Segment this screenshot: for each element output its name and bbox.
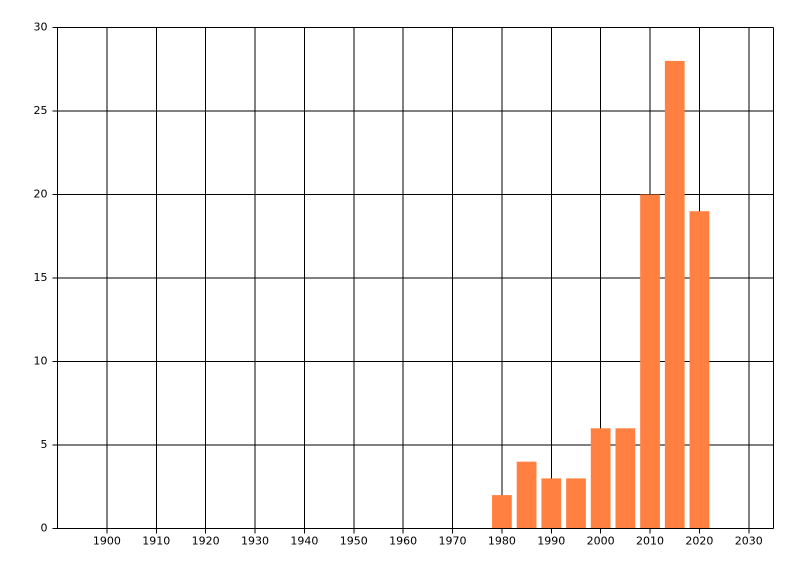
x-tick-label: 1990 xyxy=(537,535,565,548)
x-tick-label: 2000 xyxy=(587,535,615,548)
y-tick-label: 20 xyxy=(34,188,48,201)
x-tick-label: 1940 xyxy=(290,535,318,548)
y-tick-label: 30 xyxy=(34,21,48,34)
x-tick-label: 1930 xyxy=(241,535,269,548)
x-tick-label: 2020 xyxy=(685,535,713,548)
x-tick-label: 1960 xyxy=(389,535,417,548)
bar xyxy=(590,428,611,529)
bar xyxy=(615,428,636,529)
x-tick-label: 1950 xyxy=(340,535,368,548)
x-tick-label: 1970 xyxy=(439,535,467,548)
x-tick-label: 1920 xyxy=(192,535,220,548)
y-tick-label: 5 xyxy=(41,438,48,451)
y-tick-label: 25 xyxy=(34,104,48,117)
y-tick-label: 0 xyxy=(41,522,48,535)
bar xyxy=(492,495,512,529)
x-tick-label: 2030 xyxy=(735,535,763,548)
y-tick-label: 10 xyxy=(34,355,48,368)
y-tick-label: 15 xyxy=(34,271,48,284)
bar xyxy=(566,478,586,529)
bar xyxy=(664,60,685,529)
bar xyxy=(516,461,537,529)
bar xyxy=(689,211,710,529)
x-tick-label: 2010 xyxy=(636,535,664,548)
x-tick-label: 1900 xyxy=(93,535,121,548)
x-tick-label: 1980 xyxy=(488,535,516,548)
bar xyxy=(541,478,562,529)
x-tick-label: 1910 xyxy=(142,535,170,548)
bar xyxy=(640,194,660,529)
